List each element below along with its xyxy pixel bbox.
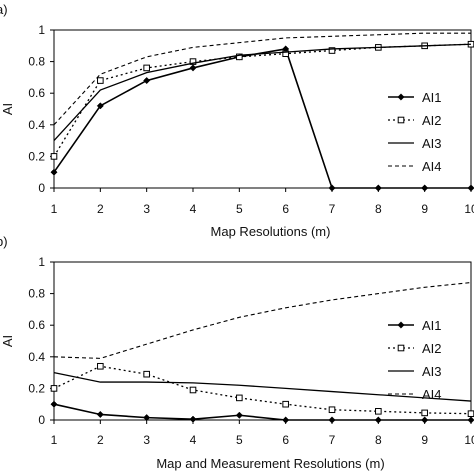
data-point-ai1 — [143, 77, 151, 85]
x-tick-label: 10 — [464, 433, 474, 447]
y-tick-label: 0.8 — [28, 287, 45, 301]
x-tick-label: 6 — [282, 433, 289, 447]
data-point-ai2 — [282, 50, 289, 58]
y-tick-label: 0 — [38, 413, 45, 427]
x-tick-label: 4 — [190, 202, 197, 216]
y-tick-label: 0.4 — [28, 350, 45, 364]
data-point-ai1 — [467, 184, 474, 192]
chart-panel-a: a) 0 0.2 0.4 0.6 0.8 1 1 2 3 4 5 6 7 8 9 10 Map Resolutio… — [0, 2, 474, 239]
data-point-ai1 — [328, 184, 336, 192]
data-point-ai1 — [282, 416, 290, 424]
legend-label-ai3: AI3 — [422, 136, 442, 151]
data-point-ai2 — [236, 53, 243, 61]
data-point-ai2 — [421, 409, 428, 417]
data-point-ai1 — [189, 64, 197, 72]
series-line-ai4 — [53, 281, 472, 359]
legend-label-ai1: AI1 — [422, 318, 442, 333]
data-point-ai1 — [189, 415, 197, 423]
data-point-ai1 — [374, 184, 382, 192]
data-point-ai2 — [282, 400, 289, 408]
x-tick-label: 7 — [329, 202, 336, 216]
data-point-ai2 — [143, 64, 150, 72]
data-point-ai1 — [374, 416, 382, 424]
data-point-ai1 — [421, 416, 429, 424]
x-tick-label: 7 — [329, 433, 336, 447]
legend-label-ai2: AI2 — [422, 341, 442, 356]
plot-area — [53, 29, 472, 189]
series-line-ai1 — [53, 403, 471, 421]
x-tick-label: 2 — [97, 433, 104, 447]
x-tick-label: 8 — [375, 202, 382, 216]
data-point-ai1 — [96, 102, 104, 110]
series-line-ai1 — [53, 48, 471, 189]
data-point-ai1 — [50, 400, 58, 408]
legend-label-ai3: AI3 — [422, 364, 442, 379]
y-tick-label: 0.8 — [28, 55, 45, 69]
series-line-ai2 — [53, 43, 472, 157]
x-tick-label: 8 — [375, 433, 382, 447]
legend-marker-ai1 — [397, 321, 405, 329]
x-tick-label: 10 — [464, 202, 474, 216]
data-point-ai2 — [328, 406, 336, 414]
y-axis-label: AI — [0, 335, 15, 347]
plot-area — [53, 261, 472, 421]
legend-marker-ai2 — [397, 344, 405, 352]
legend-marker-ai2 — [397, 116, 405, 124]
series-line-ai3 — [53, 43, 472, 142]
x-tick-label: 3 — [143, 202, 150, 216]
legend-label-ai4: AI4 — [422, 387, 442, 402]
legend-label-ai4: AI4 — [422, 159, 442, 174]
x-tick-label: 5 — [236, 433, 243, 447]
data-point-ai1 — [143, 414, 151, 422]
y-tick-label: 0.2 — [28, 149, 45, 163]
data-point-ai2 — [375, 408, 382, 415]
x-tick-label: 9 — [421, 202, 428, 216]
x-tick-label: 1 — [51, 202, 58, 216]
data-point-ai2 — [467, 410, 474, 417]
series-line-ai4 — [53, 32, 471, 126]
chart-panel-b: b) 0 0.2 0.4 0.6 0.8 1 1 2 3 4 5 6 7 8 9 10 Map and Measu… — [0, 234, 474, 471]
x-tick-label: 2 — [97, 202, 104, 216]
x-tick-label: 5 — [236, 202, 243, 216]
y-tick-label: 0 — [38, 181, 45, 195]
x-tick-label: 4 — [190, 433, 197, 447]
legend-label-ai1: AI1 — [422, 90, 442, 105]
data-point-ai1 — [467, 416, 474, 424]
y-tick-label: 0.2 — [28, 381, 45, 395]
x-axis-label: Map Resolutions (m) — [211, 224, 331, 239]
y-axis-label: AI — [0, 103, 15, 115]
x-tick-label: 6 — [282, 202, 289, 216]
legend-label-ai2: AI2 — [422, 113, 442, 128]
y-tick-label: 1 — [38, 23, 45, 37]
data-point-ai2 — [328, 47, 336, 54]
x-tick-label: 3 — [143, 433, 150, 447]
x-axis-label: Map and Measurement Resolutions (m) — [156, 456, 384, 471]
data-point-ai1 — [235, 411, 243, 419]
y-tick-label: 0.6 — [28, 86, 45, 100]
x-tick-label: 9 — [421, 433, 428, 447]
data-point-ai2 — [189, 386, 197, 394]
data-point-ai1 — [328, 416, 336, 424]
data-point-ai2 — [143, 370, 150, 378]
data-point-ai2 — [97, 77, 104, 84]
panel-label: b) — [0, 234, 8, 249]
data-point-ai2 — [50, 153, 58, 160]
data-point-ai1 — [421, 184, 429, 192]
series-line-ai2 — [53, 365, 472, 415]
y-tick-label: 0.6 — [28, 318, 45, 332]
data-point-ai2 — [189, 58, 197, 65]
series-line-ai3 — [53, 371, 472, 402]
legend-marker-ai1 — [397, 93, 405, 101]
data-point-ai1 — [96, 410, 104, 419]
data-point-ai2 — [236, 394, 243, 402]
y-tick-label: 1 — [38, 255, 45, 269]
panel-label: a) — [0, 2, 8, 17]
data-point-ai1 — [50, 168, 58, 176]
data-point-ai2 — [97, 362, 104, 370]
y-tick-label: 0.4 — [28, 118, 45, 132]
x-tick-label: 1 — [51, 433, 58, 447]
data-point-ai2 — [50, 385, 58, 392]
